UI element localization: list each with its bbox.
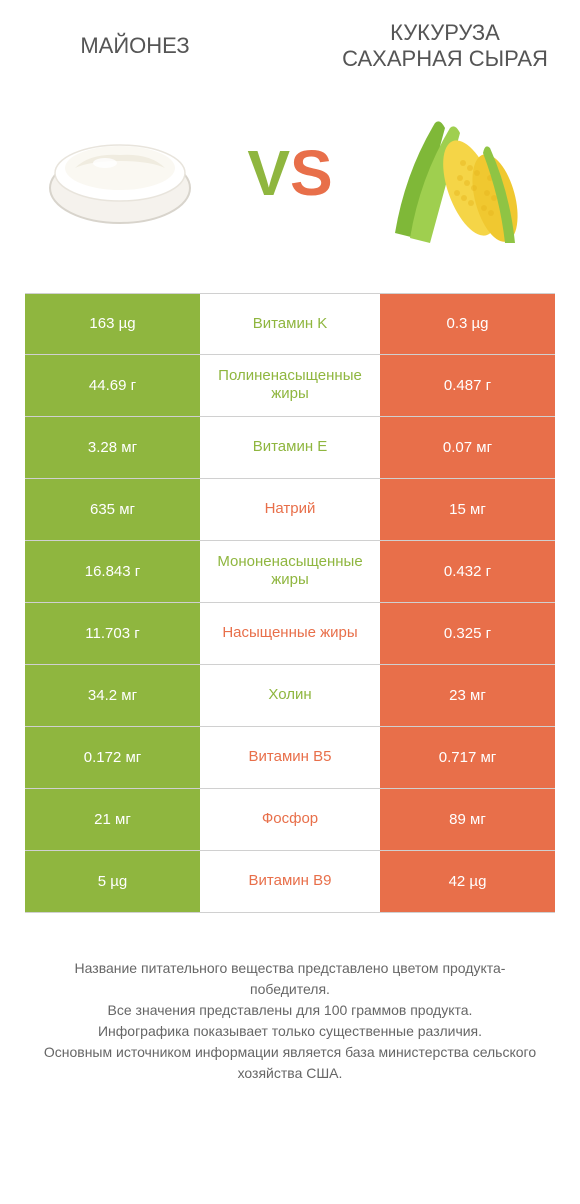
table-row: 635 мг Натрий 15 мг <box>25 479 555 541</box>
footer-line: Основным источником информации является … <box>35 1042 545 1084</box>
header: МАЙОНЕЗ КУКУРУЗА САХАРНАЯ СЫРАЯ <box>25 20 555 73</box>
table-row: 21 мг Фосфор 89 мг <box>25 789 555 851</box>
product-left-title: МАЙОНЕЗ <box>25 33 245 59</box>
cell-right: 0.717 мг <box>380 727 555 788</box>
cell-mid: Фосфор <box>200 789 380 850</box>
cell-mid: Витамин E <box>200 417 380 478</box>
cell-mid: Витамин B5 <box>200 727 380 788</box>
cell-left: 3.28 мг <box>25 417 200 478</box>
images-row: VS <box>25 83 555 263</box>
table-row: 5 µg Витамин B9 42 µg <box>25 851 555 913</box>
cell-left: 16.843 г <box>25 541 200 602</box>
nutrition-table: 163 µg Витамин K 0.3 µg 44.69 г Полинена… <box>25 293 555 913</box>
table-row: 3.28 мг Витамин E 0.07 мг <box>25 417 555 479</box>
bowl-icon <box>40 113 200 233</box>
table-row: 44.69 г Полиненасыщенные жиры 0.487 г <box>25 355 555 417</box>
cell-left: 635 мг <box>25 479 200 540</box>
cell-left: 0.172 мг <box>25 727 200 788</box>
cell-right: 0.3 µg <box>380 294 555 354</box>
corn-icon <box>375 93 545 253</box>
cell-mid: Холин <box>200 665 380 726</box>
footer: Название питательного вещества представл… <box>25 958 555 1084</box>
cell-right: 0.325 г <box>380 603 555 664</box>
cell-right: 15 мг <box>380 479 555 540</box>
cell-left: 163 µg <box>25 294 200 354</box>
cell-left: 34.2 мг <box>25 665 200 726</box>
table-row: 34.2 мг Холин 23 мг <box>25 665 555 727</box>
mayo-image <box>25 83 215 263</box>
corn-image <box>365 83 555 263</box>
table-row: 0.172 мг Витамин B5 0.717 мг <box>25 727 555 789</box>
cell-right: 42 µg <box>380 851 555 912</box>
vs-label: VS <box>247 136 332 210</box>
vs-s: S <box>290 136 333 210</box>
cell-mid: Мононенасыщенные жиры <box>200 541 380 602</box>
cell-right: 23 мг <box>380 665 555 726</box>
table-row: 11.703 г Насыщенные жиры 0.325 г <box>25 603 555 665</box>
cell-left: 21 мг <box>25 789 200 850</box>
footer-line: Инфографика показывает только существенн… <box>35 1021 545 1042</box>
table-row: 163 µg Витамин K 0.3 µg <box>25 293 555 355</box>
cell-right: 0.487 г <box>380 355 555 416</box>
cell-left: 11.703 г <box>25 603 200 664</box>
cell-left: 44.69 г <box>25 355 200 416</box>
cell-mid: Натрий <box>200 479 380 540</box>
cell-left: 5 µg <box>25 851 200 912</box>
footer-line: Название питательного вещества представл… <box>35 958 545 1000</box>
vs-v: V <box>247 136 290 210</box>
cell-right: 0.07 мг <box>380 417 555 478</box>
cell-mid: Полиненасыщенные жиры <box>200 355 380 416</box>
cell-right: 89 мг <box>380 789 555 850</box>
cell-mid: Насыщенные жиры <box>200 603 380 664</box>
cell-mid: Витамин B9 <box>200 851 380 912</box>
cell-mid: Витамин K <box>200 294 380 354</box>
footer-line: Все значения представлены для 100 граммо… <box>35 1000 545 1021</box>
product-right-title: КУКУРУЗА САХАРНАЯ СЫРАЯ <box>335 20 555 73</box>
cell-right: 0.432 г <box>380 541 555 602</box>
table-row: 16.843 г Мононенасыщенные жиры 0.432 г <box>25 541 555 603</box>
